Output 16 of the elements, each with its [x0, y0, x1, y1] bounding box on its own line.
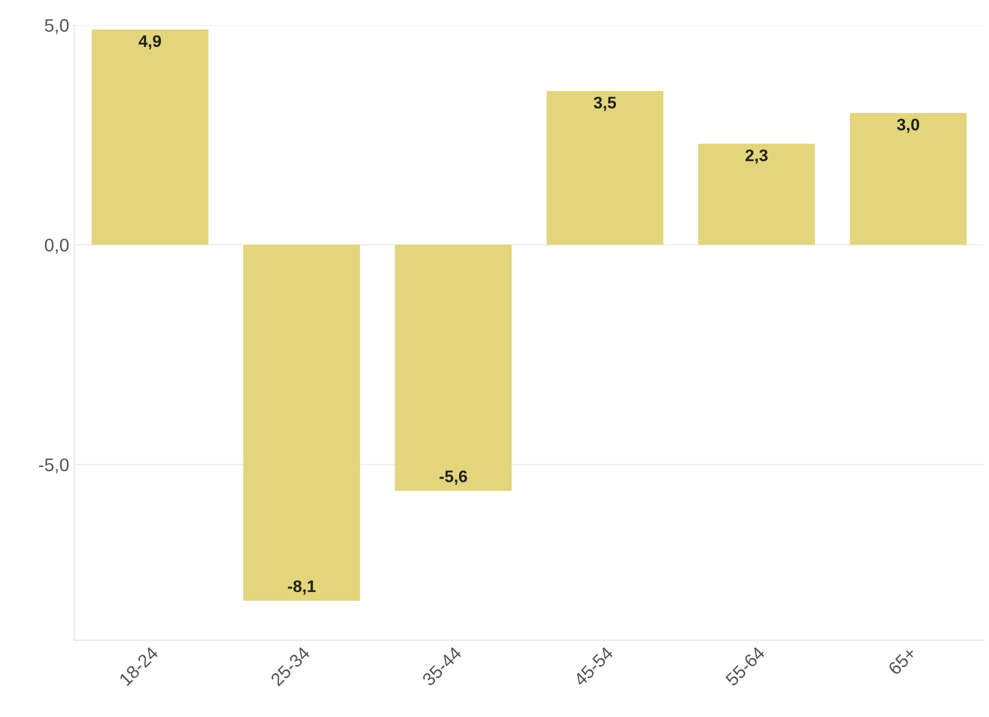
- bar: [394, 244, 512, 491]
- y-tick-label: -5,0: [39, 458, 69, 474]
- data-label: -5,6: [440, 470, 468, 485]
- bar: [92, 29, 208, 245]
- data-label: -8,1: [288, 580, 316, 595]
- data-label: 3,5: [594, 96, 616, 111]
- bar: [850, 112, 967, 245]
- x-tick-label: 65+: [888, 646, 917, 676]
- data-label: 3,0: [897, 118, 920, 133]
- bar: [698, 144, 815, 245]
- bar: [243, 244, 360, 601]
- bar: [546, 91, 664, 245]
- data-label: 4,9: [138, 35, 161, 50]
- data-label: 2,3: [746, 149, 768, 164]
- y-tick-label: 0,0: [44, 238, 69, 254]
- y-tick-label: 5,0: [44, 19, 69, 34]
